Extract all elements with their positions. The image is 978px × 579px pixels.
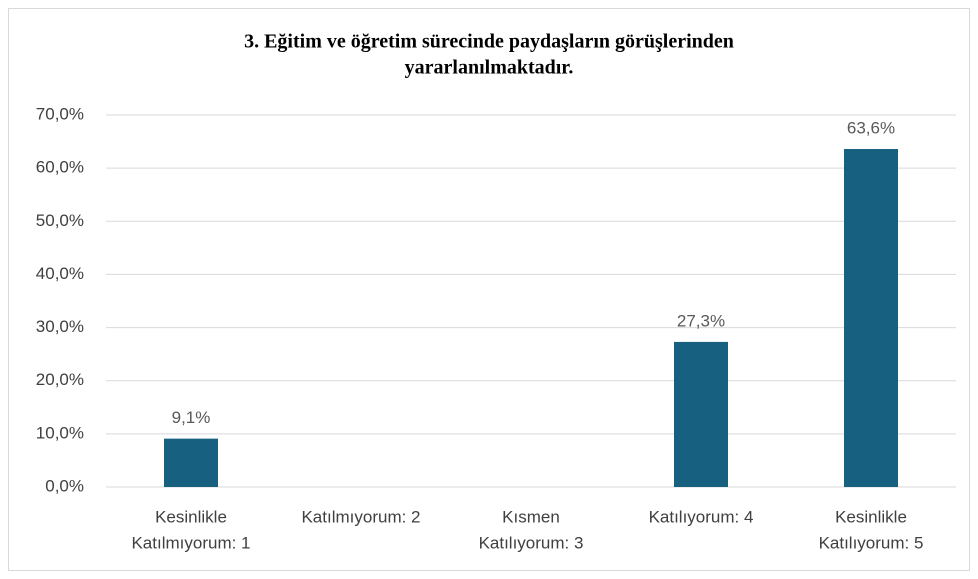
y-tick-label: 50,0% (36, 211, 84, 230)
chart-title: yararlanılmaktadır. (405, 57, 574, 79)
x-tick-label: Katılıyorum: 3 (479, 533, 584, 552)
y-tick-label: 30,0% (36, 317, 84, 336)
y-tick-label: 10,0% (36, 423, 84, 442)
data-label: 27,3% (677, 311, 725, 330)
x-tick-label: Katılıyorum: 4 (649, 507, 754, 526)
x-tick-label: Katılmıyorum: 2 (301, 507, 420, 526)
bar (164, 438, 218, 487)
bar (674, 341, 728, 487)
chart-frame (8, 8, 970, 571)
bar (844, 149, 898, 488)
y-tick-label: 40,0% (36, 264, 84, 283)
x-tick-label: Katılmıyorum: 1 (131, 533, 250, 552)
x-tick-label: Kesinlikle (835, 507, 907, 526)
x-tick-label: Kısmen (502, 507, 560, 526)
x-tick-label: Kesinlikle (155, 507, 227, 526)
chart-title: 3. Eğitim ve öğretim sürecinde paydaşlar… (244, 31, 734, 53)
y-tick-label: 60,0% (36, 158, 84, 177)
data-label: 9,1% (172, 408, 211, 427)
y-tick-label: 70,0% (36, 104, 84, 123)
y-tick-label: 0,0% (45, 476, 84, 495)
x-tick-label: Katılıyorum: 5 (819, 533, 924, 552)
data-label: 63,6% (847, 118, 895, 137)
y-tick-label: 20,0% (36, 370, 84, 389)
